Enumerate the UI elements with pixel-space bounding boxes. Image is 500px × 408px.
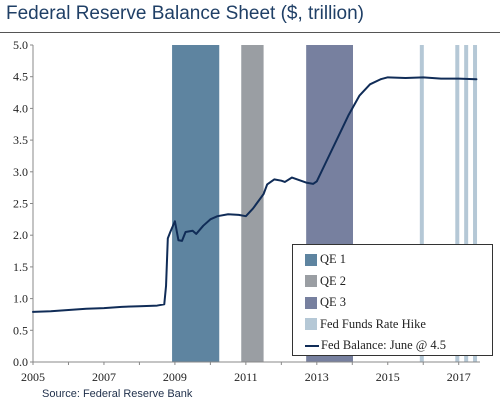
legend-item-qe1: QE 1: [293, 249, 492, 271]
x-tick-label: 2015: [376, 370, 400, 384]
y-tick-label: 2.5: [13, 197, 28, 211]
legend-swatch-qe1: [305, 253, 317, 266]
legend-label-qe1: QE 1: [320, 252, 347, 267]
y-tick-label: 2.0: [13, 228, 28, 242]
y-tick-label: 4.0: [13, 101, 28, 115]
legend-swatch-qe3: [305, 296, 317, 309]
source-note: Source: Federal Reserve Bank: [42, 388, 193, 400]
legend-item-rate-hike: Fed Funds Rate Hike: [293, 314, 492, 336]
series-line-fed-balance: [32, 76, 478, 313]
x-tick-label: 2007: [92, 370, 116, 384]
legend-label-qe2: QE 2: [320, 273, 347, 288]
x-tick-label: 2005: [21, 370, 45, 384]
rate-hike-lines: [419, 45, 478, 362]
y-tick-label: 1.5: [13, 260, 28, 274]
tick-labels: 0.0 0.5 1.0 1.5 2.0 2.5 3.0 3.5 4.0 4.5 5.0 2005 200…: [13, 38, 471, 384]
shaded-period-qe2: [241, 45, 264, 362]
y-tick-label: 0.5: [13, 323, 28, 337]
x-tick-label: 2013: [305, 370, 329, 384]
legend-item-qe2: QE 2: [293, 271, 492, 293]
x-tick-label: 2017: [447, 370, 471, 384]
y-tick-label: 5.0: [13, 38, 28, 52]
axes: [30, 44, 480, 365]
rate-hike-line-2: [455, 45, 460, 362]
legend-label-rate-hike: Fed Funds Rate Hike: [320, 316, 426, 331]
chart-title: Federal Reserve Balance Sheet ($, trilli…: [6, 3, 365, 24]
y-tick-label: 1.0: [13, 292, 28, 306]
y-tick-label: 3.5: [13, 133, 28, 147]
x-tick-label: 2009: [163, 370, 187, 384]
legend-item-fed-balance: Fed Balance: June @ 4.5: [293, 335, 492, 357]
legend-line-fed-balance: [305, 344, 319, 347]
y-tick-label: 4.5: [13, 70, 28, 84]
rate-hike-line-4: [473, 45, 478, 362]
series-lines: [32, 76, 478, 313]
shaded-period-qe1: [172, 45, 220, 362]
legend-label-fed-balance: Fed Balance: June @ 4.5: [321, 338, 447, 353]
x-tick-label: 2011: [234, 370, 258, 384]
legend-swatch-qe2: [305, 275, 317, 288]
legend-swatch-rate-hike: [305, 318, 317, 331]
rate-hike-line-3: [464, 45, 469, 362]
legend-item-qe3: QE 3: [293, 292, 492, 314]
legend: QE 1 QE 2 QE 3 Fed Funds Rate Hike Fed B…: [292, 244, 493, 356]
rate-hike-line-1: [419, 45, 424, 362]
legend-label-qe3: QE 3: [320, 295, 347, 310]
y-tick-label: 0.0: [13, 355, 28, 369]
y-tick-label: 3.0: [13, 165, 28, 179]
title-divider: [0, 32, 500, 33]
